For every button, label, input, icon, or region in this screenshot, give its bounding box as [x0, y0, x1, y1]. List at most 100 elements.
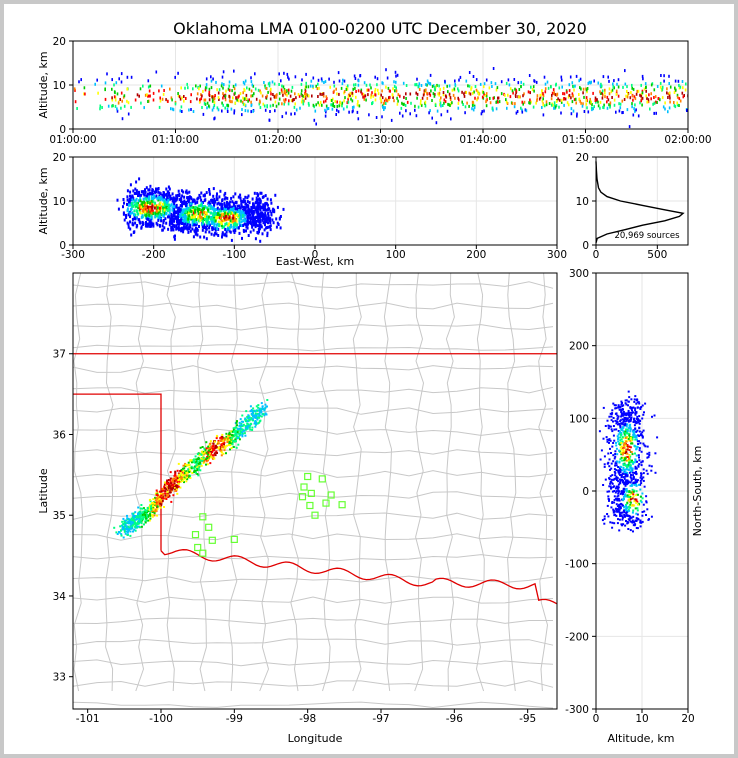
- map-source-mark: [162, 497, 164, 500]
- time-altitude-source-mark: [483, 82, 486, 86]
- ns-source-mark: [620, 476, 623, 479]
- time-altitude-source-mark: [244, 104, 247, 108]
- ew-altitude-source-mark: [243, 199, 246, 203]
- time-altitude-source-mark: [414, 83, 416, 87]
- ns-source-mark: [635, 430, 638, 433]
- ew-altitude-source-mark: [228, 202, 231, 206]
- map-source-mark: [142, 516, 145, 519]
- ew-altitude-source-mark: [151, 209, 154, 213]
- time-altitude-source-mark: [248, 98, 250, 102]
- time-altitude-source-mark: [184, 86, 186, 90]
- ns-source-mark: [629, 529, 632, 532]
- time-altitude-source-mark: [653, 111, 655, 115]
- time-altitude-source-mark: [624, 82, 627, 86]
- time-altitude-source-mark: [472, 108, 475, 112]
- county-boundary: [352, 273, 362, 692]
- time-altitude-source-mark: [457, 89, 460, 93]
- ew-altitude-source-mark: [236, 213, 238, 217]
- map-source-mark: [229, 444, 232, 447]
- map-source-mark: [166, 482, 168, 485]
- ew-altitude-source-mark: [260, 225, 263, 229]
- time-altitude-source-mark: [170, 96, 173, 100]
- map-xtick-label: -97: [372, 713, 389, 725]
- time-altitude-source-mark: [203, 98, 206, 102]
- time-altitude-source-mark: [599, 90, 601, 94]
- map-source-mark: [196, 465, 199, 468]
- ns-source-mark: [639, 488, 642, 491]
- map-source-mark: [187, 474, 190, 477]
- ns-source-mark: [614, 487, 617, 490]
- ns-source-mark: [619, 479, 622, 481]
- time-altitude-source-mark: [273, 82, 276, 86]
- ew-altitude-source-mark: [175, 210, 178, 214]
- time-altitude-source-mark: [297, 93, 300, 96]
- ns-source-mark: [625, 520, 627, 522]
- ns-source-mark: [608, 477, 611, 480]
- time-altitude-source-mark: [527, 90, 530, 94]
- time-altitude-source-mark: [389, 89, 391, 93]
- time-altitude-xtick-label: 01:20:00: [254, 134, 301, 146]
- ns-source-mark: [624, 515, 626, 518]
- ew-altitude-source-mark: [146, 201, 149, 204]
- map-source-mark: [208, 452, 211, 455]
- time-altitude-source-mark: [590, 80, 592, 84]
- time-altitude-source-mark: [226, 107, 229, 111]
- ew-altitude-source-mark: [170, 212, 173, 216]
- time-altitude-source-mark: [513, 105, 516, 109]
- time-altitude-source-mark: [458, 78, 460, 82]
- time-altitude-source-mark: [318, 103, 321, 107]
- ew-altitude-source-mark: [196, 228, 199, 232]
- time-altitude-source-mark: [446, 84, 448, 88]
- map-source-mark: [176, 488, 178, 491]
- altitude-histogram-line: [595, 161, 685, 243]
- ew-altitude-source-mark: [181, 194, 184, 198]
- ew-altitude-source-mark: [263, 205, 265, 209]
- map-source-mark: [201, 460, 204, 463]
- time-altitude-source-mark: [640, 83, 642, 87]
- ns-source-mark: [617, 438, 619, 441]
- time-altitude-source-mark: [369, 83, 371, 87]
- ns-source-mark: [626, 428, 629, 431]
- ns-source-mark: [610, 462, 613, 465]
- ns-source-mark: [636, 401, 639, 404]
- map-source-mark: [221, 436, 224, 438]
- time-altitude-source-mark: [423, 89, 426, 93]
- time-altitude-source-mark: [363, 97, 366, 101]
- map-source-mark: [149, 514, 152, 517]
- ns-source-mark: [630, 413, 633, 416]
- time-altitude-source-mark: [589, 97, 591, 101]
- ew-altitude-source-mark: [146, 205, 149, 209]
- map-source-mark: [135, 518, 138, 520]
- time-altitude-source-mark: [324, 108, 326, 112]
- map-source-mark: [155, 489, 158, 492]
- ew-altitude-source-mark: [161, 193, 164, 197]
- ns-source-mark: [634, 481, 636, 484]
- map-source-mark: [183, 476, 186, 479]
- time-altitude-source-mark: [302, 99, 304, 103]
- time-altitude-source-mark: [529, 101, 531, 105]
- time-altitude-source-mark: [631, 86, 633, 90]
- ew-altitude-source-mark: [129, 203, 132, 207]
- time-altitude-source-mark: [326, 107, 328, 111]
- time-altitude-source-mark: [333, 80, 335, 84]
- ns-source-mark: [615, 514, 618, 517]
- time-altitude-source-mark: [287, 91, 290, 95]
- ew-altitude-source-mark: [142, 190, 145, 194]
- time-altitude-source-mark: [464, 111, 466, 115]
- time-altitude-source-mark: [431, 99, 433, 102]
- ew-altitude-source-mark: [215, 194, 218, 198]
- ns-source-mark: [628, 413, 631, 416]
- time-altitude-source-mark: [669, 100, 671, 104]
- time-altitude-source-mark: [96, 78, 98, 82]
- ew-altitude-source-mark: [184, 222, 186, 226]
- time-altitude-source-mark: [386, 76, 389, 80]
- ns-source-mark: [635, 434, 638, 437]
- time-altitude-source-mark: [469, 92, 472, 96]
- map-source-mark: [149, 498, 152, 501]
- ew-altitude-source-mark: [133, 217, 136, 220]
- time-altitude-source-mark: [465, 79, 468, 83]
- ew-altitude-source-mark: [146, 224, 149, 228]
- ew-altitude-source-mark: [147, 193, 150, 197]
- ns-source-mark: [614, 412, 617, 415]
- map-source-mark: [239, 432, 242, 435]
